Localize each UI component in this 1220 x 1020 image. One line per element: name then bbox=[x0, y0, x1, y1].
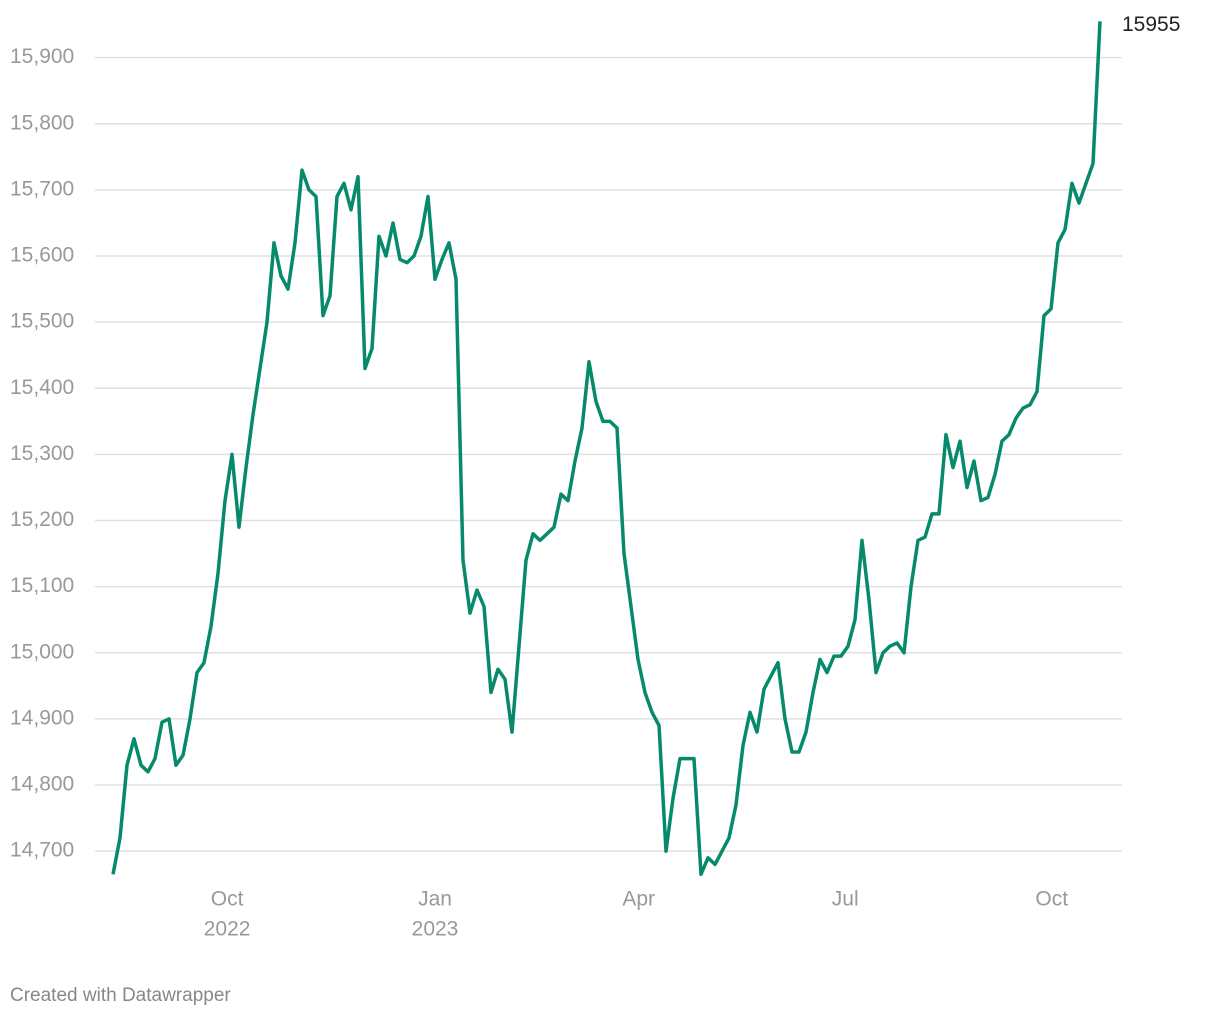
x-tick-label: Jul bbox=[832, 888, 859, 911]
y-tick-label: 15,400 bbox=[10, 376, 74, 399]
x-tick-label: Oct bbox=[1035, 888, 1068, 911]
x-tick-label: Jan bbox=[418, 888, 452, 911]
y-tick-label: 14,800 bbox=[10, 773, 74, 796]
x-tick-label: 2022 bbox=[204, 918, 251, 941]
y-tick-label: 15,300 bbox=[10, 442, 74, 465]
y-tick-label: 14,700 bbox=[10, 839, 74, 862]
source-note: Created with Datawrapper bbox=[10, 985, 231, 1006]
y-tick-label: 15,100 bbox=[10, 574, 74, 597]
end-value-label: 15955 bbox=[1122, 13, 1180, 36]
y-tick-label: 15,800 bbox=[10, 111, 74, 134]
x-tick-label: Apr bbox=[622, 888, 655, 911]
line bbox=[111, 21, 1102, 877]
y-tick-label: 15,000 bbox=[10, 640, 74, 663]
y-tick-label: 15,900 bbox=[10, 45, 74, 68]
x-tick-label: Oct bbox=[211, 888, 244, 911]
y-tick-label: 15,700 bbox=[10, 177, 74, 200]
y-tick-label: 15,200 bbox=[10, 508, 74, 531]
x-tick-label: 2023 bbox=[412, 918, 459, 941]
y-tick-label: 15,600 bbox=[10, 244, 74, 267]
y-tick-label: 15,500 bbox=[10, 310, 74, 333]
y-tick-label: 14,900 bbox=[10, 706, 74, 729]
